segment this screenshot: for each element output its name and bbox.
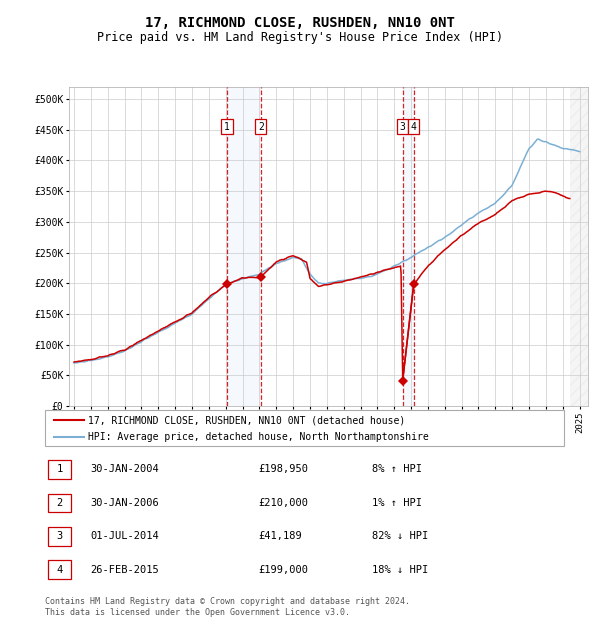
Text: 1: 1: [56, 464, 62, 474]
Text: 26-FEB-2015: 26-FEB-2015: [90, 565, 159, 575]
Text: This data is licensed under the Open Government Licence v3.0.: This data is licensed under the Open Gov…: [45, 608, 350, 617]
Text: Price paid vs. HM Land Registry's House Price Index (HPI): Price paid vs. HM Land Registry's House …: [97, 31, 503, 44]
Text: 3: 3: [400, 122, 406, 131]
Text: 8% ↑ HPI: 8% ↑ HPI: [372, 464, 422, 474]
Text: 30-JAN-2004: 30-JAN-2004: [90, 464, 159, 474]
Text: 2: 2: [258, 122, 263, 131]
Text: 4: 4: [56, 565, 62, 575]
Text: 17, RICHMOND CLOSE, RUSHDEN, NN10 0NT (detached house): 17, RICHMOND CLOSE, RUSHDEN, NN10 0NT (d…: [88, 415, 406, 425]
Text: £210,000: £210,000: [258, 498, 308, 508]
Text: 30-JAN-2006: 30-JAN-2006: [90, 498, 159, 508]
Bar: [227, 87, 261, 406]
Text: 17, RICHMOND CLOSE, RUSHDEN, NN10 0NT: 17, RICHMOND CLOSE, RUSHDEN, NN10 0NT: [145, 16, 455, 30]
Text: £199,000: £199,000: [258, 565, 308, 575]
Text: 3: 3: [56, 531, 62, 541]
Text: Contains HM Land Registry data © Crown copyright and database right 2024.: Contains HM Land Registry data © Crown c…: [45, 597, 410, 606]
Text: 82% ↓ HPI: 82% ↓ HPI: [372, 531, 428, 541]
Text: HPI: Average price, detached house, North Northamptonshire: HPI: Average price, detached house, Nort…: [88, 432, 429, 441]
Text: 1: 1: [224, 122, 230, 131]
Bar: [403, 87, 414, 406]
Text: 4: 4: [411, 122, 417, 131]
Text: 2: 2: [56, 498, 62, 508]
Text: £198,950: £198,950: [258, 464, 308, 474]
Text: 18% ↓ HPI: 18% ↓ HPI: [372, 565, 428, 575]
Text: 1% ↑ HPI: 1% ↑ HPI: [372, 498, 422, 508]
Bar: [570, 87, 596, 406]
Text: £41,189: £41,189: [258, 531, 302, 541]
Text: 01-JUL-2014: 01-JUL-2014: [90, 531, 159, 541]
